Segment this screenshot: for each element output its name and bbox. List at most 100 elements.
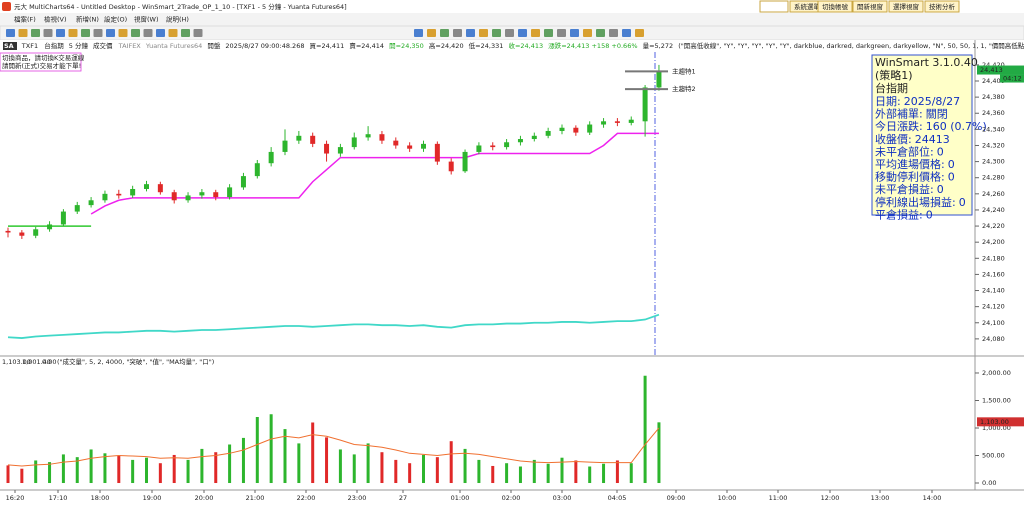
time-label: 10:00	[718, 494, 737, 502]
tool-icon[interactable]	[635, 29, 644, 37]
time-label: 02:00	[502, 494, 521, 502]
info-value: 關閉	[926, 108, 948, 121]
volume-bar	[560, 457, 564, 484]
window-button[interactable]	[924, 0, 960, 13]
menu-item[interactable]: 設定(O)	[104, 15, 127, 24]
candle-body	[462, 151, 468, 172]
tool-icon[interactable]	[466, 29, 475, 37]
tool-icon[interactable]	[156, 29, 165, 37]
window-button[interactable]	[888, 0, 924, 13]
tool-icon[interactable]	[505, 29, 514, 37]
candle-body	[185, 195, 191, 201]
tool-icon[interactable]	[557, 29, 566, 37]
tool-icon[interactable]	[440, 29, 449, 37]
tool-icon[interactable]	[118, 29, 128, 37]
tool-icon[interactable]	[518, 29, 527, 37]
tool-icon[interactable]	[596, 29, 605, 37]
tool-icon[interactable]	[609, 29, 618, 37]
candle-body	[199, 192, 205, 196]
tool-icon[interactable]	[583, 29, 592, 37]
symbol: TXF1	[21, 42, 38, 50]
tool-icon[interactable]	[43, 29, 53, 37]
tool-icon[interactable]	[414, 29, 423, 37]
candle-body	[60, 211, 66, 225]
tool-icon[interactable]	[531, 29, 540, 37]
tool-icon[interactable]	[479, 29, 488, 37]
y-tick-label: 24,400	[982, 77, 1005, 85]
tool-icon[interactable]	[544, 29, 553, 37]
volume-bar	[297, 443, 301, 484]
volume-bar	[463, 448, 467, 484]
quote: 低=24,331	[469, 41, 504, 50]
window-button-label[interactable]: 開新視窗	[857, 2, 883, 11]
volume-bar	[657, 422, 661, 484]
volume-bar	[75, 457, 79, 484]
tool-icon[interactable]	[31, 29, 40, 37]
window-button[interactable]	[852, 0, 888, 13]
menu-item[interactable]: 檔案(F)	[14, 15, 36, 24]
tool-icon[interactable]	[18, 29, 28, 37]
candle-body	[5, 230, 11, 233]
volume-bar	[477, 459, 481, 484]
tool-icon[interactable]	[81, 29, 90, 37]
tool-icon[interactable]	[93, 29, 103, 37]
volume-bar	[20, 468, 24, 484]
tool-icon[interactable]	[492, 29, 501, 37]
candle-body	[74, 205, 80, 212]
tool-icon[interactable]	[622, 29, 631, 37]
volume-bar	[435, 457, 439, 484]
info-label: 未平倉損益:	[875, 182, 934, 196]
tool-icon[interactable]	[106, 29, 115, 37]
tool-icon[interactable]	[427, 29, 436, 37]
tool-icon[interactable]	[131, 29, 140, 37]
tool-icon[interactable]	[453, 29, 462, 37]
exchange: TAIFEX	[118, 42, 142, 50]
time-label: 16:20	[6, 494, 25, 502]
volume-bar	[214, 452, 218, 484]
volume-bar	[408, 463, 412, 484]
info-row: 未平倉損益: 0	[875, 182, 944, 196]
info-label: 未平倉部位:	[875, 144, 934, 158]
y-tick-label: 2,000.00	[982, 369, 1011, 377]
tool-icon[interactable]	[570, 29, 579, 37]
tool-icon[interactable]	[6, 29, 15, 37]
candle-body	[504, 142, 510, 148]
time-label: 20:00	[195, 494, 214, 502]
volume-bar	[574, 460, 578, 484]
info-value: 24413	[915, 133, 950, 146]
tool-icon[interactable]	[143, 29, 153, 37]
info-label: 平均進場價格:	[875, 157, 945, 171]
time-label: 27	[399, 494, 407, 502]
tool-icon[interactable]	[181, 29, 190, 37]
menu-item[interactable]: 檢視(V)	[44, 15, 67, 24]
tool-icon[interactable]	[56, 29, 65, 37]
y-tick-label: 24,420	[982, 61, 1005, 69]
volume-bar	[6, 465, 10, 484]
candle-body	[614, 121, 620, 123]
volume-bar	[588, 466, 592, 484]
info-value: 0	[926, 208, 933, 221]
window-button-label[interactable]: 系統選單	[794, 2, 821, 11]
menu-item[interactable]: 說明(H)	[166, 15, 189, 24]
window-button-label[interactable]: 選擇視窗	[893, 2, 919, 11]
candle-body	[88, 200, 94, 206]
volume-bar	[269, 414, 273, 484]
window-button-label[interactable]: 技術分析	[929, 2, 956, 11]
info-value: 0	[937, 183, 944, 196]
window-button-label[interactable]: 切換帳號	[822, 2, 849, 11]
y-tick-label: 1,000.00	[982, 424, 1011, 432]
tool-icon[interactable]	[168, 29, 178, 37]
y-tick-label: 24,220	[982, 222, 1005, 230]
candle-body	[393, 140, 399, 146]
tool-icon[interactable]	[193, 29, 203, 37]
volume-bar	[380, 452, 384, 484]
menu-item[interactable]: 視窗(W)	[134, 15, 159, 24]
candle-body	[573, 127, 579, 133]
time-label: 03:00	[553, 494, 572, 502]
volume-bar	[602, 463, 606, 484]
menu-item[interactable]: 新增(N)	[76, 15, 99, 24]
window-button[interactable]	[817, 0, 853, 13]
tool-icon[interactable]	[68, 29, 78, 37]
